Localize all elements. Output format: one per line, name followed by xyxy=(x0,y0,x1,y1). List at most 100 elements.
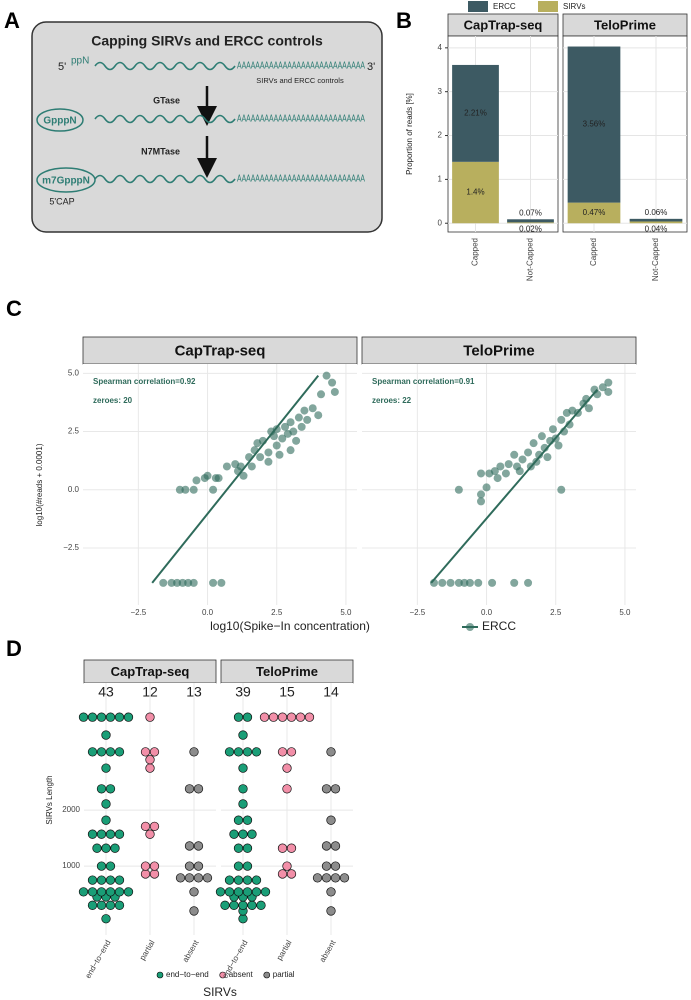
dot xyxy=(326,747,336,757)
point xyxy=(278,434,287,443)
dot xyxy=(238,763,248,773)
dot xyxy=(87,747,98,757)
dot xyxy=(242,861,253,871)
dot xyxy=(184,873,195,883)
dot xyxy=(96,887,107,897)
y-tick-label: 2 xyxy=(438,131,443,140)
annotation: Spearman correlation=0.91 xyxy=(372,377,475,386)
point xyxy=(209,578,218,587)
y-tick-label: 0.0 xyxy=(68,485,80,494)
point xyxy=(477,469,486,478)
dot xyxy=(229,829,239,839)
cap-note: 5'CAP xyxy=(49,196,74,206)
point xyxy=(482,483,491,492)
dot xyxy=(149,821,160,832)
x-tick-label: partial xyxy=(275,938,294,962)
point xyxy=(314,411,323,420)
dot xyxy=(224,887,235,897)
dot xyxy=(326,906,336,916)
dot xyxy=(224,747,235,757)
x-tick-label: absent xyxy=(318,938,338,964)
dot xyxy=(295,712,306,722)
dot xyxy=(96,784,107,794)
x-tick-label: Not-Capped xyxy=(526,238,535,281)
point xyxy=(322,371,331,380)
legend-label: SIRVs xyxy=(563,2,586,11)
x-tick-label: partial xyxy=(138,938,157,962)
point xyxy=(565,420,574,429)
dot xyxy=(304,712,315,722)
value-label: 0.47% xyxy=(583,208,606,217)
dot xyxy=(149,869,160,879)
bar-segment xyxy=(507,222,554,224)
y-tick-label: 5.0 xyxy=(68,368,80,377)
dot xyxy=(101,815,111,825)
dot xyxy=(238,914,248,924)
dot xyxy=(215,887,226,897)
dot xyxy=(92,843,102,853)
dot xyxy=(193,841,204,851)
dot xyxy=(105,900,116,910)
dot xyxy=(96,747,107,757)
y-tick-label: 2.5 xyxy=(68,427,80,436)
dot xyxy=(321,841,332,851)
point xyxy=(239,471,248,480)
point xyxy=(308,404,317,413)
facet-title: TeloPrime xyxy=(463,342,534,359)
y-tick-label: 3 xyxy=(438,87,443,96)
value-label: 0.07% xyxy=(519,208,542,217)
rna-line xyxy=(94,174,236,184)
y-tick-label: 1000 xyxy=(62,861,80,870)
point xyxy=(275,450,284,459)
point xyxy=(292,436,301,445)
value-label: 1.4% xyxy=(466,188,484,197)
rna-line xyxy=(94,114,236,124)
point xyxy=(496,462,505,471)
cap-label: m7GpppN xyxy=(42,176,90,187)
bar-segment xyxy=(629,218,683,222)
dot xyxy=(282,861,292,871)
dot xyxy=(259,712,270,722)
point xyxy=(504,460,513,469)
x-tick-label: 2.5 xyxy=(550,608,562,617)
dot xyxy=(242,747,253,757)
dot xyxy=(105,861,116,871)
dot xyxy=(189,887,199,897)
dot xyxy=(101,914,111,924)
bar-segment xyxy=(629,221,683,224)
point xyxy=(330,387,339,396)
dot xyxy=(193,784,204,794)
point xyxy=(454,485,463,494)
point xyxy=(167,578,176,587)
legend-label: ERCC xyxy=(493,2,516,11)
dot xyxy=(87,887,98,897)
dot xyxy=(321,873,332,883)
point xyxy=(189,578,198,587)
cap-ellipse xyxy=(36,108,84,132)
y-axis-label: SIRVs Length xyxy=(45,775,54,824)
dot xyxy=(326,887,336,897)
dot xyxy=(229,900,239,910)
dot xyxy=(330,861,341,871)
plot-area xyxy=(362,364,636,605)
dot xyxy=(330,841,341,851)
cap-ellipse xyxy=(36,167,96,193)
tail-label: SIRVs and ERCC controls xyxy=(256,76,344,85)
dot xyxy=(145,755,155,765)
point xyxy=(175,485,184,494)
point xyxy=(543,453,552,462)
bar-segment xyxy=(452,64,499,162)
x-tick-label: Not-Capped xyxy=(651,238,660,281)
x-tick-label: 0.0 xyxy=(481,608,493,617)
dot xyxy=(242,887,253,897)
point xyxy=(535,450,544,459)
dot xyxy=(238,900,248,910)
point xyxy=(510,578,519,587)
point xyxy=(510,450,519,459)
point xyxy=(524,578,533,587)
point xyxy=(189,485,198,494)
point xyxy=(438,578,447,587)
diagram-title: Capping SIRVs and ERCC controls xyxy=(91,33,323,49)
dot xyxy=(251,747,262,757)
dot xyxy=(251,887,262,897)
